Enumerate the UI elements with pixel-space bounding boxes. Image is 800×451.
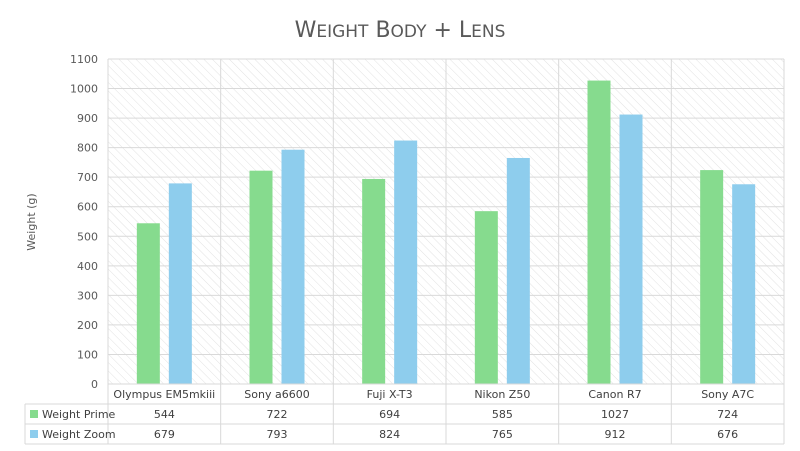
- legend-label: Weight Prime: [42, 408, 116, 421]
- plot-area: 0 100 200 300 400 500 600 700 800 900 1000 1100 Olym…: [24, 53, 785, 445]
- x-tick-label: Olympus EM5mkiii: [113, 388, 215, 401]
- x-tick-label: Nikon Z50: [474, 388, 530, 401]
- y-tick-label: 800: [77, 142, 98, 155]
- y-tick-label: 700: [77, 171, 98, 184]
- y-tick-label: 1100: [70, 53, 98, 66]
- bar: [587, 80, 611, 385]
- y-axis-label: Weight (g): [25, 193, 38, 250]
- y-tick-label: 300: [77, 289, 98, 302]
- title-part: ODY: [391, 22, 428, 42]
- bar: [506, 157, 530, 384]
- data-label: 544: [154, 408, 175, 421]
- x-tick-label: Fuji X-T3: [367, 388, 413, 401]
- bar: [281, 149, 305, 384]
- bar: [136, 223, 160, 384]
- x-tick-label: Sony a6600: [244, 388, 309, 401]
- data-label: 765: [492, 428, 513, 441]
- data-label: 824: [379, 428, 400, 441]
- y-tick-label: 1000: [70, 83, 98, 96]
- data-label: 724: [717, 408, 738, 421]
- data-label: 676: [717, 428, 738, 441]
- bar: [700, 170, 724, 384]
- bar: [474, 211, 498, 384]
- data-label: 793: [267, 428, 288, 441]
- title-part: +: [433, 18, 451, 43]
- bar: [732, 184, 756, 384]
- x-tick-label: Canon R7: [588, 388, 641, 401]
- data-label: 722: [267, 408, 288, 421]
- y-tick-label: 400: [77, 260, 98, 273]
- y-tick-label: 100: [77, 348, 98, 361]
- title-part: ENS: [471, 22, 505, 42]
- data-label: 912: [605, 428, 626, 441]
- data-label: 679: [154, 428, 175, 441]
- legend-swatch: [30, 430, 38, 438]
- y-tick-label: 600: [77, 201, 98, 214]
- x-tick-label: Sony A7C: [701, 388, 754, 401]
- y-tick-label: 200: [77, 319, 98, 332]
- title-part: W: [295, 18, 317, 43]
- y-tick-label: 500: [77, 230, 98, 243]
- y-tick-label: 900: [77, 112, 98, 125]
- data-label: 585: [492, 408, 513, 421]
- y-tick-label: 0: [91, 378, 98, 391]
- bar: [168, 183, 192, 384]
- bar: [249, 170, 273, 384]
- bar: [619, 114, 643, 384]
- chart-title: WEIGHT BODY + LENS: [295, 18, 506, 43]
- bar: [394, 140, 418, 384]
- bar: [362, 178, 386, 384]
- title-part: EIGHT: [316, 22, 369, 42]
- title-part: B: [375, 18, 390, 43]
- legend-swatch: [30, 410, 38, 418]
- title-part: L: [459, 18, 472, 43]
- legend-label: Weight Zoom: [42, 428, 116, 441]
- data-label: 1027: [601, 408, 629, 421]
- data-label: 694: [379, 408, 400, 421]
